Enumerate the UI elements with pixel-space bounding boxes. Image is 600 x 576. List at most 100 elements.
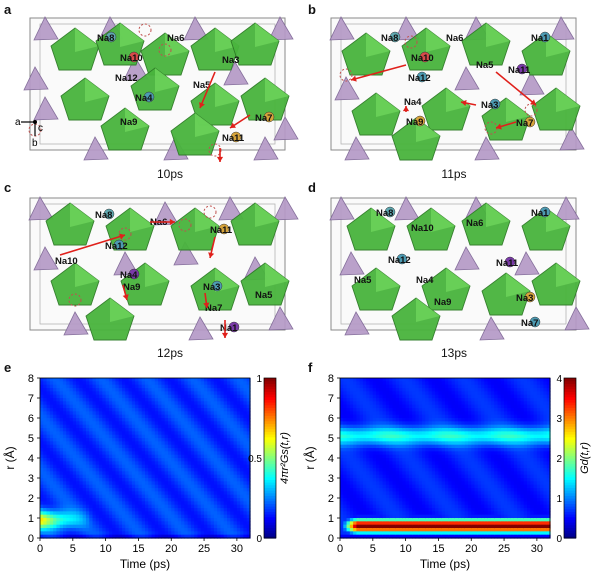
heatmap-cell: [230, 391, 235, 396]
heatmap-cell: [412, 528, 417, 532]
na-ion-ball: [539, 31, 551, 43]
heatmap-cell: [415, 531, 420, 536]
heatmap-cell: [194, 431, 199, 436]
heatmap-cell: [395, 428, 400, 432]
heatmap-cell: [40, 498, 44, 502]
heatmap-cell: [438, 514, 443, 519]
heatmap-cell: [53, 458, 58, 462]
heatmap-cell: [210, 508, 215, 512]
heatmap-cell: [151, 488, 156, 492]
heatmap-cell: [233, 378, 238, 382]
heatmap-cell: [445, 464, 449, 469]
heatmap-cell: [425, 388, 430, 392]
heatmap-cell: [376, 454, 380, 459]
heatmap-cell: [158, 448, 163, 452]
heatmap-cell: [372, 501, 377, 506]
heatmap-cell: [66, 441, 71, 446]
heatmap-cell: [187, 381, 192, 386]
heatmap-cell: [92, 464, 97, 469]
heatmap-cell: [122, 394, 126, 399]
heatmap-cell: [438, 471, 443, 476]
heatmap-cell: [230, 404, 235, 409]
heatmap-cell: [174, 398, 179, 402]
heatmap-cell: [112, 454, 117, 459]
heatmap-cell: [108, 391, 113, 396]
heatmap-cell: [85, 471, 90, 476]
heatmap-cell: [362, 498, 367, 502]
heatmap-cell: [366, 441, 371, 446]
na-ion-label: Na4: [416, 275, 434, 286]
heatmap-cell: [79, 481, 84, 486]
heatmap-cell: [369, 388, 374, 392]
heatmap-cell: [85, 378, 90, 382]
heatmap-cell: [138, 391, 143, 396]
heatmap-cell: [340, 528, 344, 532]
heatmap-cell: [89, 534, 94, 539]
migration-arrowhead: [122, 294, 129, 300]
heatmap-cell: [164, 461, 169, 466]
heatmap-cell: [53, 438, 58, 442]
heatmap-cell: [108, 464, 113, 469]
heatmap-cell: [362, 461, 367, 466]
heatmap-cell: [151, 431, 156, 436]
heatmap-cell: [92, 514, 97, 519]
heatmap-cell: [210, 378, 215, 382]
heatmap-cell: [243, 521, 248, 526]
heatmap-cell: [69, 498, 74, 502]
heatmap-cell: [441, 411, 446, 416]
heatmap-cell: [359, 441, 364, 446]
colorbar-segment: [264, 442, 276, 446]
heatmap-cell: [184, 471, 189, 476]
heatmap-cell: [369, 431, 374, 436]
heatmap-cell: [428, 468, 433, 472]
heatmap-cell: [95, 534, 100, 539]
heatmap-cell: [177, 434, 182, 439]
heatmap-cell: [408, 431, 413, 436]
heatmap-cell: [213, 418, 218, 422]
migration-arrowhead: [216, 156, 224, 162]
heatmap-cell: [145, 388, 149, 392]
heatmap-cell: [85, 438, 90, 442]
heatmap-cell: [43, 381, 48, 386]
heatmap-cell: [389, 384, 394, 389]
heatmap-cell: [177, 524, 182, 529]
heatmap-cell: [158, 511, 163, 516]
heatmap-cell: [349, 461, 354, 466]
heatmap-cell: [112, 411, 117, 416]
heatmap-cell: [210, 461, 215, 466]
heatmap-cell: [145, 461, 149, 466]
heatmap-cell: [353, 534, 358, 539]
heatmap-cell: [412, 494, 417, 499]
heatmap-cell: [194, 384, 199, 389]
x-tick-label: 5: [70, 543, 76, 555]
heatmap-cell: [372, 438, 377, 442]
heatmap-cell: [408, 461, 413, 466]
heatmap-cell: [99, 504, 103, 509]
heatmap-cell: [395, 478, 400, 482]
heatmap-cell: [346, 391, 351, 396]
heatmap-cell: [418, 498, 423, 502]
heatmap-cell: [181, 518, 185, 522]
heatmap-cell: [151, 444, 156, 449]
heatmap-cell: [125, 451, 130, 456]
heatmap-cell: [418, 378, 423, 382]
heatmap-cell: [395, 471, 400, 476]
heatmap-cell: [85, 461, 90, 466]
heatmap-cell: [187, 478, 192, 482]
heatmap-cell: [204, 508, 208, 512]
green-octahedron-facet: [70, 203, 94, 227]
heatmap-cell: [82, 414, 87, 419]
heatmap-cell: [148, 451, 153, 456]
heatmap-cell: [230, 498, 235, 502]
heatmap-cell: [167, 531, 172, 536]
heatmap-cell: [40, 508, 44, 512]
heatmap-cell: [213, 534, 218, 539]
heatmap-cell: [161, 471, 166, 476]
heatmap-cell: [108, 481, 113, 486]
heatmap-cell: [230, 464, 235, 469]
heatmap-cell: [343, 488, 348, 492]
heatmap-cell: [213, 471, 218, 476]
heatmap-cell: [62, 451, 67, 456]
heatmap-cell: [72, 461, 77, 466]
heatmap-cell: [207, 404, 212, 409]
